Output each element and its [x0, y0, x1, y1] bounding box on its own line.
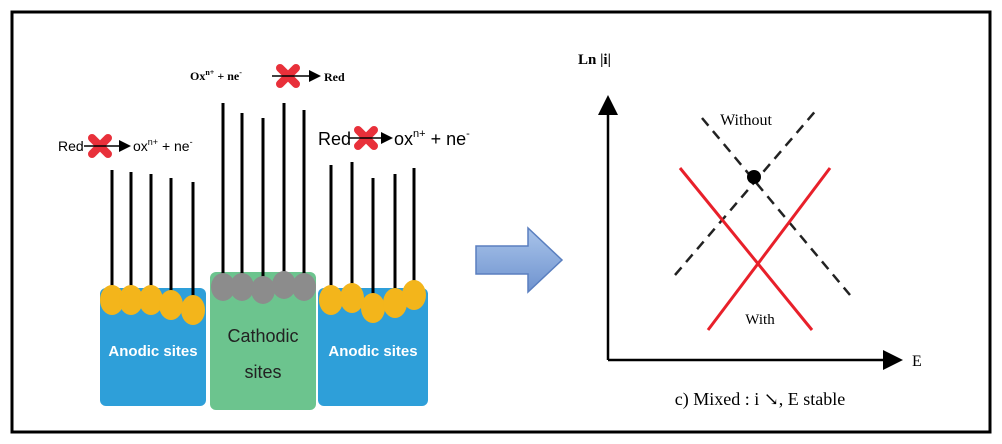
reactant: Ox	[190, 69, 205, 83]
x-axis-label: E	[912, 353, 922, 370]
reactant: Red	[318, 129, 351, 149]
reaction-text: Red	[58, 138, 84, 154]
figure: Red oxn+ + ne- Oxn+ + ne- Red Red oxn+ +…	[0, 0, 1002, 444]
electrons: + ne	[426, 129, 467, 149]
charge: n+	[148, 137, 158, 147]
charge: -	[190, 137, 193, 147]
site-label: Cathodic	[227, 326, 298, 346]
product: ox	[133, 138, 148, 154]
without-label: Without	[720, 112, 772, 129]
site-label: Anodic sites	[108, 343, 197, 360]
site-label: Anodic sites	[328, 343, 417, 360]
reactant: Red	[58, 138, 84, 154]
electrons: + ne	[158, 138, 190, 154]
charge: -	[239, 68, 242, 77]
reaction-text: Oxn+ + ne-	[190, 68, 242, 83]
charge: -	[466, 128, 470, 140]
corrosion-point	[747, 170, 761, 184]
site-label: sites	[244, 362, 281, 382]
product: Red	[324, 70, 345, 84]
with-label: With	[745, 312, 775, 328]
reaction-text: oxn+ + ne-	[394, 128, 470, 149]
caption: c) Mixed : i ↘, E stable	[675, 389, 846, 410]
product: ox	[394, 129, 413, 149]
reaction-text: Red	[318, 129, 351, 149]
charge: n+	[413, 128, 426, 140]
reaction-text: oxn+ + ne-	[133, 137, 193, 154]
electrons: + ne	[214, 69, 240, 83]
y-axis-label: Ln |i|	[578, 52, 611, 68]
